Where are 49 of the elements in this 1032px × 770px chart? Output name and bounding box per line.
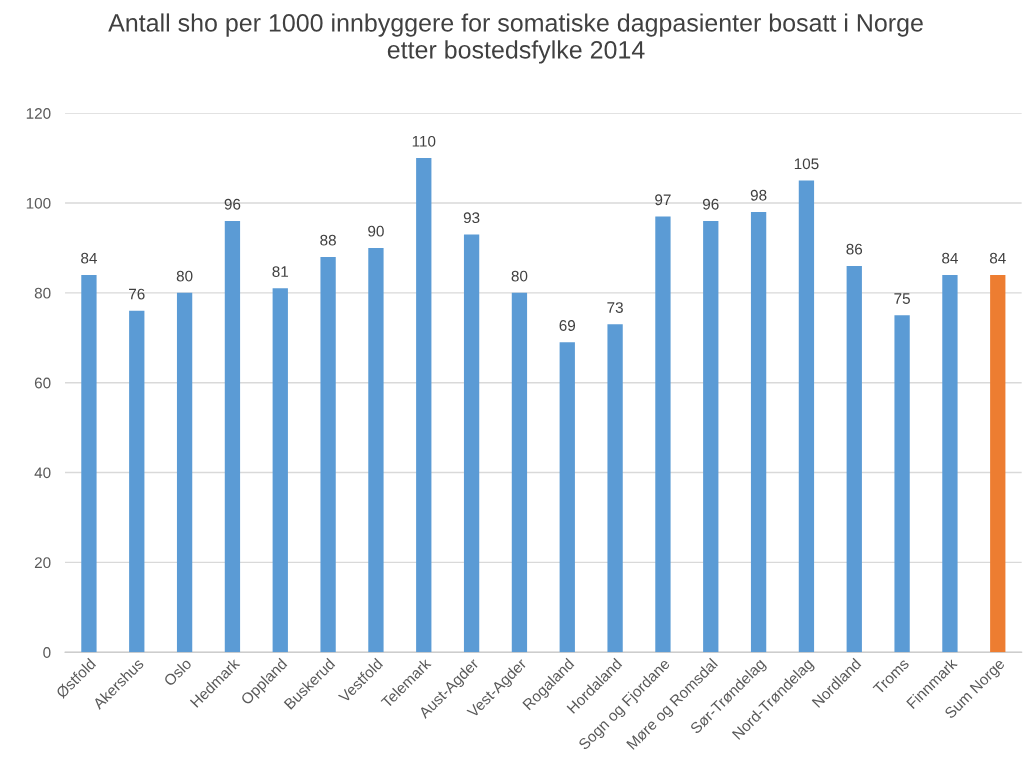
y-tick-label: 40 xyxy=(34,467,51,479)
data-label: 97 xyxy=(655,194,671,206)
y-tick-label: 20 xyxy=(34,557,51,569)
bar xyxy=(559,342,575,653)
bar xyxy=(703,220,719,653)
bar xyxy=(511,292,528,653)
data-label: 93 xyxy=(463,212,480,224)
bar xyxy=(368,247,384,653)
data-label: 69 xyxy=(559,320,576,331)
data-label: 105 xyxy=(794,158,819,170)
bar xyxy=(894,315,910,653)
data-label: 80 xyxy=(176,270,193,282)
y-tick-label: 100 xyxy=(26,197,51,209)
data-label: 75 xyxy=(894,293,910,304)
bar xyxy=(463,234,480,653)
bar xyxy=(81,274,97,653)
data-label: 84 xyxy=(942,252,958,264)
data-label: 84 xyxy=(81,252,97,264)
bar xyxy=(750,212,767,653)
y-tick-label: 60 xyxy=(34,377,51,389)
bar xyxy=(990,274,1006,653)
bar xyxy=(607,324,623,653)
bar xyxy=(846,265,862,653)
data-label: 84 xyxy=(989,252,1006,264)
data-label: 73 xyxy=(607,302,623,313)
bar xyxy=(224,220,241,653)
data-label: 90 xyxy=(368,225,384,237)
data-label: 86 xyxy=(846,243,863,255)
y-tick-label: 120 xyxy=(26,108,51,119)
y-tick-label: 0 xyxy=(43,647,51,658)
data-label: 88 xyxy=(320,234,336,246)
data-label: 80 xyxy=(511,270,528,282)
data-label: 96 xyxy=(224,198,241,210)
bar xyxy=(798,180,815,653)
chart-title: Antall sho per 1000 innbyggere for somatiske dagpasienter bosatt i Norge etter bostedsfylke 2014 xyxy=(108,13,923,64)
bar xyxy=(129,310,145,653)
data-label: 81 xyxy=(272,266,289,278)
data-label: 110 xyxy=(412,135,436,147)
y-tick-label: 80 xyxy=(34,287,51,299)
data-label: 96 xyxy=(702,198,719,210)
bar xyxy=(655,216,671,653)
data-label: 98 xyxy=(750,189,767,201)
bar xyxy=(942,274,958,653)
bar xyxy=(320,256,336,653)
bar xyxy=(272,288,288,653)
data-label: 76 xyxy=(129,288,145,300)
x-tick-label: Oslo xyxy=(162,657,193,687)
bar xyxy=(416,158,432,653)
bar xyxy=(176,292,193,653)
